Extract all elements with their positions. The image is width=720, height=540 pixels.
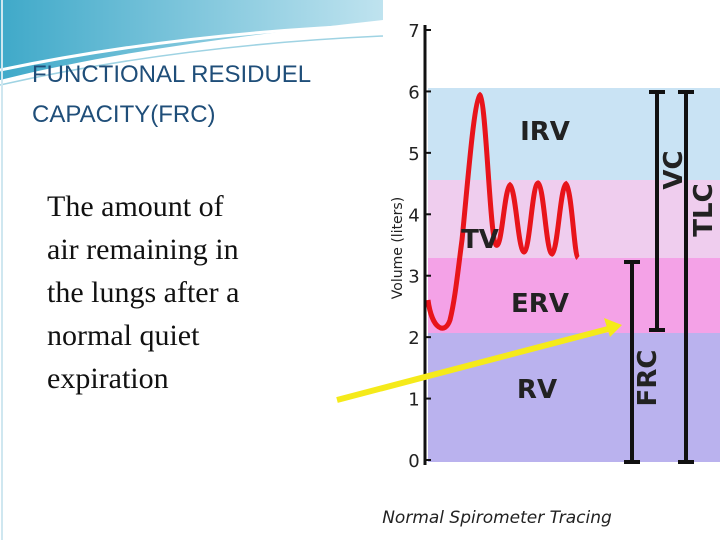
- label-vc: VC: [659, 150, 689, 189]
- y-axis-label: Volume (liters): [390, 197, 406, 299]
- y-tick-label: 5: [408, 144, 419, 165]
- band-erv: [428, 258, 720, 333]
- capacity-bars: [624, 90, 694, 464]
- label-erv: ERV: [511, 289, 569, 319]
- spirometer-trace: [425, 91, 581, 331]
- band-rv: [428, 333, 720, 462]
- body-line: air remaining in: [47, 233, 239, 266]
- arrow-line: [336, 326, 609, 403]
- y-ticks: 0 1 2 3 4 5 6 7: [408, 21, 431, 472]
- body-line: The amount of: [47, 190, 224, 223]
- label-tlc: TLC: [689, 183, 719, 236]
- body-line: expiration: [47, 362, 169, 395]
- title-line: FUNCTIONAL RESIDUEL: [32, 61, 311, 88]
- arrow-head: [604, 318, 622, 337]
- y-tick-label: 4: [408, 205, 419, 226]
- figure-caption: Normal Spirometer Tracing: [382, 508, 612, 528]
- decor-line: [0, 23, 384, 72]
- y-tick-label: 0: [408, 451, 419, 472]
- y-tick-label: 7: [408, 21, 419, 42]
- y-tick-label: 2: [408, 328, 419, 349]
- title: FUNCTIONAL RESIDUEL CAPACITY(FRC): [32, 61, 311, 128]
- label-irv: IRV: [520, 117, 570, 147]
- label-tv: TV: [461, 225, 499, 255]
- title-line: CAPACITY(FRC): [32, 101, 216, 128]
- y-tick-label: 6: [408, 82, 419, 103]
- body-line: normal quiet: [47, 319, 200, 352]
- y-tick-label: 3: [408, 267, 419, 288]
- decor-line: [0, 35, 384, 86]
- body-line: the lungs after a: [47, 276, 239, 309]
- label-frc: FRC: [633, 350, 663, 407]
- y-tick-label: 1: [408, 390, 419, 411]
- body-text: The amount of air remaining in the lungs a…: [47, 190, 239, 395]
- label-rv: RV: [517, 375, 557, 405]
